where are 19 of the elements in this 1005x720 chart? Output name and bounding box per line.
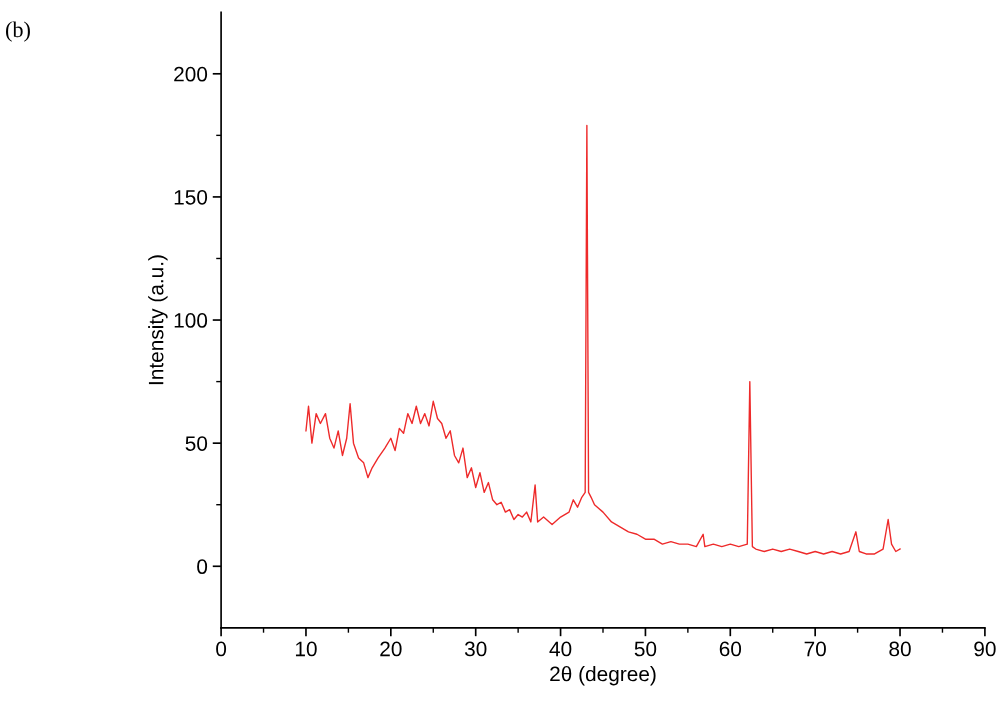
y-tick-label: 0 <box>197 559 208 575</box>
x-tick-label: 50 <box>634 641 657 657</box>
x-tick-label: 70 <box>804 641 826 657</box>
x-tick-label: 0 <box>216 641 227 657</box>
y-tick-label: 200 <box>174 66 208 82</box>
x-tick-label: 30 <box>464 641 487 657</box>
y-tick-label: 50 <box>185 436 208 451</box>
x-axis-title: 2θ (degree) <box>550 666 656 686</box>
x-tick-label: 90 <box>974 641 996 657</box>
x-tick-label: 40 <box>549 641 572 657</box>
x-tick-label: 10 <box>295 641 317 657</box>
y-tick-label: 100 <box>174 313 208 328</box>
x-tick-label: 80 <box>889 641 911 657</box>
y-tick-label: 150 <box>174 189 208 205</box>
x-tick-label: 20 <box>380 641 402 657</box>
line-series <box>305 124 901 555</box>
text: (b) <box>6 21 30 42</box>
y-axis-title: Intensity (a.u.) <box>148 255 168 385</box>
x-tick-label: 60 <box>719 641 742 657</box>
